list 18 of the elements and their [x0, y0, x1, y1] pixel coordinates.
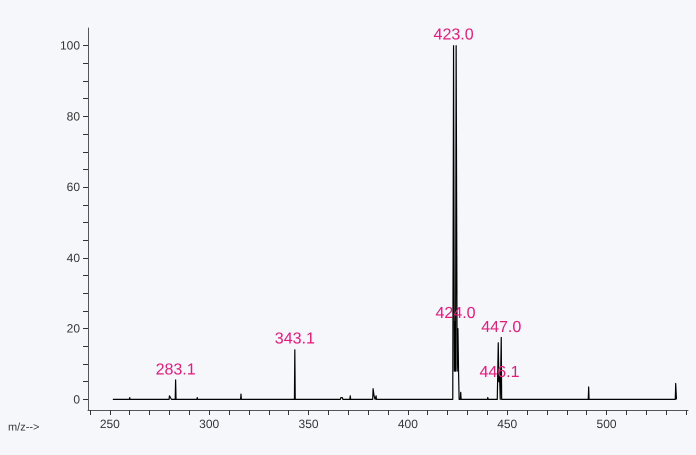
annotation: 283.1	[156, 362, 196, 379]
annotation: 343.1	[274, 330, 315, 348]
y-tick-label: 80	[66, 109, 80, 124]
x-tick-label: 250	[100, 417, 120, 431]
y-tick-label: 0	[73, 392, 80, 406]
annotation: 447.0	[481, 319, 522, 336]
y-tick-label: 100	[60, 38, 80, 53]
line-series	[112, 45, 678, 400]
x-tick-label: 350	[298, 417, 319, 431]
x-tick-label: 400	[398, 417, 418, 431]
x-axis-title: m/z-->	[8, 422, 40, 434]
x-tick-label: 300	[199, 417, 220, 431]
x-tick-label: 500	[596, 417, 617, 431]
y-tick-label: 60	[66, 180, 80, 194]
y-tick-label: 40	[66, 250, 80, 265]
y-tick-label: 20	[66, 322, 80, 336]
annotation: 423.0	[434, 26, 474, 44]
x-tick-label: 450	[497, 417, 518, 431]
